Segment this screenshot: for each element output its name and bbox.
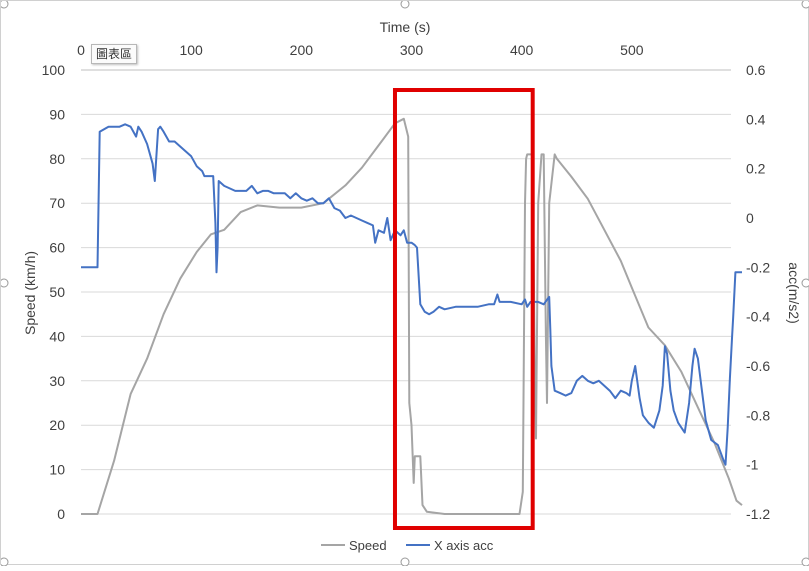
y-right-tick-label: -1	[746, 457, 759, 473]
chart-area-tooltip: 圖表區	[91, 44, 138, 64]
y-right-axis-ticks: 0.6 0.4 0.2 0 -0.2 -0.4 -0.6 -0.8 -1 -1.2	[746, 62, 770, 522]
x-axis-title: Time (s)	[380, 19, 431, 35]
y-left-tick-label: 50	[49, 284, 65, 300]
highlight-rectangle	[392, 88, 535, 530]
y-left-axis-ticks: 0 10 20 30 40 50 60 70 80 90 100	[42, 62, 66, 522]
y-right-tick-label: 0.2	[746, 161, 766, 177]
y-left-tick-label: 0	[57, 506, 65, 522]
x-tick-label: 300	[400, 42, 424, 58]
resize-handle-top-left	[0, 0, 9, 9]
y-left-axis-title: Speed (km/h)	[22, 251, 38, 335]
x-tick-label: 400	[510, 42, 534, 58]
annotation-layer	[392, 88, 535, 530]
resize-handle-left	[0, 278, 9, 288]
x-tick-label: 100	[179, 42, 203, 58]
legend-label-acc: X axis acc	[434, 538, 494, 553]
x-tick-label: 200	[290, 42, 314, 58]
x-axis-acc-series-line	[81, 123, 742, 466]
speed-series-line	[81, 117, 743, 515]
y-left-tick-label: 90	[49, 106, 65, 122]
legend: Speed X axis acc	[321, 538, 494, 553]
resize-handle-top-right	[801, 0, 809, 9]
resize-handle-top	[400, 0, 410, 9]
y-right-tick-label: -1.2	[746, 506, 770, 522]
legend-label-speed: Speed	[349, 538, 387, 553]
y-right-tick-label: -0.8	[746, 407, 770, 423]
y-left-tick-label: 10	[49, 462, 65, 478]
x-axis-ticks: 0 100 200 300 400 500	[77, 42, 644, 58]
y-right-tick-label: 0.6	[746, 62, 766, 78]
y-right-tick-label: -0.2	[746, 259, 770, 275]
y-right-axis-title: acc(m/s2)	[786, 262, 802, 323]
x-tick-label: 500	[620, 42, 644, 58]
y-left-tick-label: 20	[49, 417, 65, 433]
y-left-tick-label: 60	[49, 240, 65, 256]
y-left-tick-label: 80	[49, 151, 65, 167]
y-left-tick-label: 30	[49, 373, 65, 389]
y-left-tick-label: 100	[42, 62, 66, 78]
y-right-tick-label: -0.4	[746, 309, 770, 325]
y-right-tick-label: 0.4	[746, 111, 766, 127]
y-right-tick-label: -0.6	[746, 358, 770, 374]
y-right-tick-label: 0	[746, 210, 754, 226]
series-layer	[81, 117, 743, 515]
y-left-tick-label: 40	[49, 328, 65, 344]
resize-handle-right	[801, 278, 809, 288]
x-tick-label: 0	[77, 42, 85, 58]
y-left-tick-label: 70	[49, 195, 65, 211]
